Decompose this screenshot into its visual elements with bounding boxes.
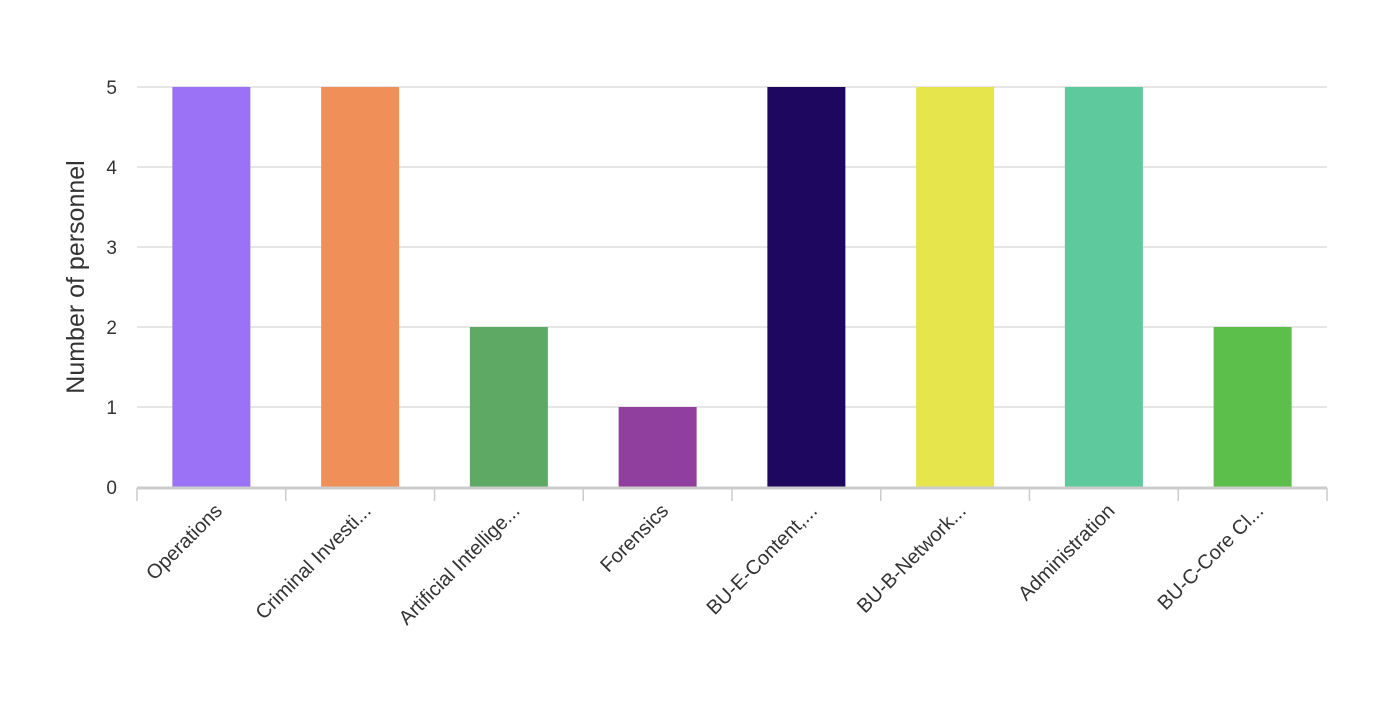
x-tick-label: BU-B-Network...: [853, 500, 971, 618]
bar: [767, 87, 846, 487]
y-tick-label: 1: [106, 398, 117, 419]
y-axis-title: Number of personnel: [62, 160, 90, 393]
x-tick-label: Administration: [1014, 500, 1119, 605]
x-axis-ticks: Operations Criminal Investi... Artificial …: [142, 500, 1268, 630]
gridlines: [137, 86, 1327, 408]
bar: [172, 87, 251, 487]
y-tick-label: 0: [106, 478, 117, 499]
bar: [321, 87, 400, 487]
x-tick-label: Operations: [142, 500, 227, 585]
x-axis: [136, 486, 1328, 501]
y-tick-label: 5: [106, 78, 117, 99]
bar: [469, 327, 548, 487]
bar: [1213, 327, 1292, 487]
x-tick-label: Forensics: [596, 500, 673, 577]
bar: [916, 87, 995, 487]
bars: [172, 87, 1292, 487]
x-tick-label: Artificial Intellige...: [395, 500, 525, 630]
bar: [618, 407, 697, 487]
x-tick-label: BU-E-Content,...: [703, 500, 822, 619]
y-tick-label: 2: [106, 318, 117, 339]
y-tick-label: 4: [106, 158, 117, 179]
x-tick-label: Criminal Investi...: [252, 500, 376, 624]
bar: [1064, 87, 1143, 487]
x-tick-label: BU-C-Core Cl...: [1154, 500, 1269, 615]
y-axis-ticks: 0 1 2 3 4 5: [106, 78, 117, 499]
y-tick-label: 3: [106, 238, 117, 259]
